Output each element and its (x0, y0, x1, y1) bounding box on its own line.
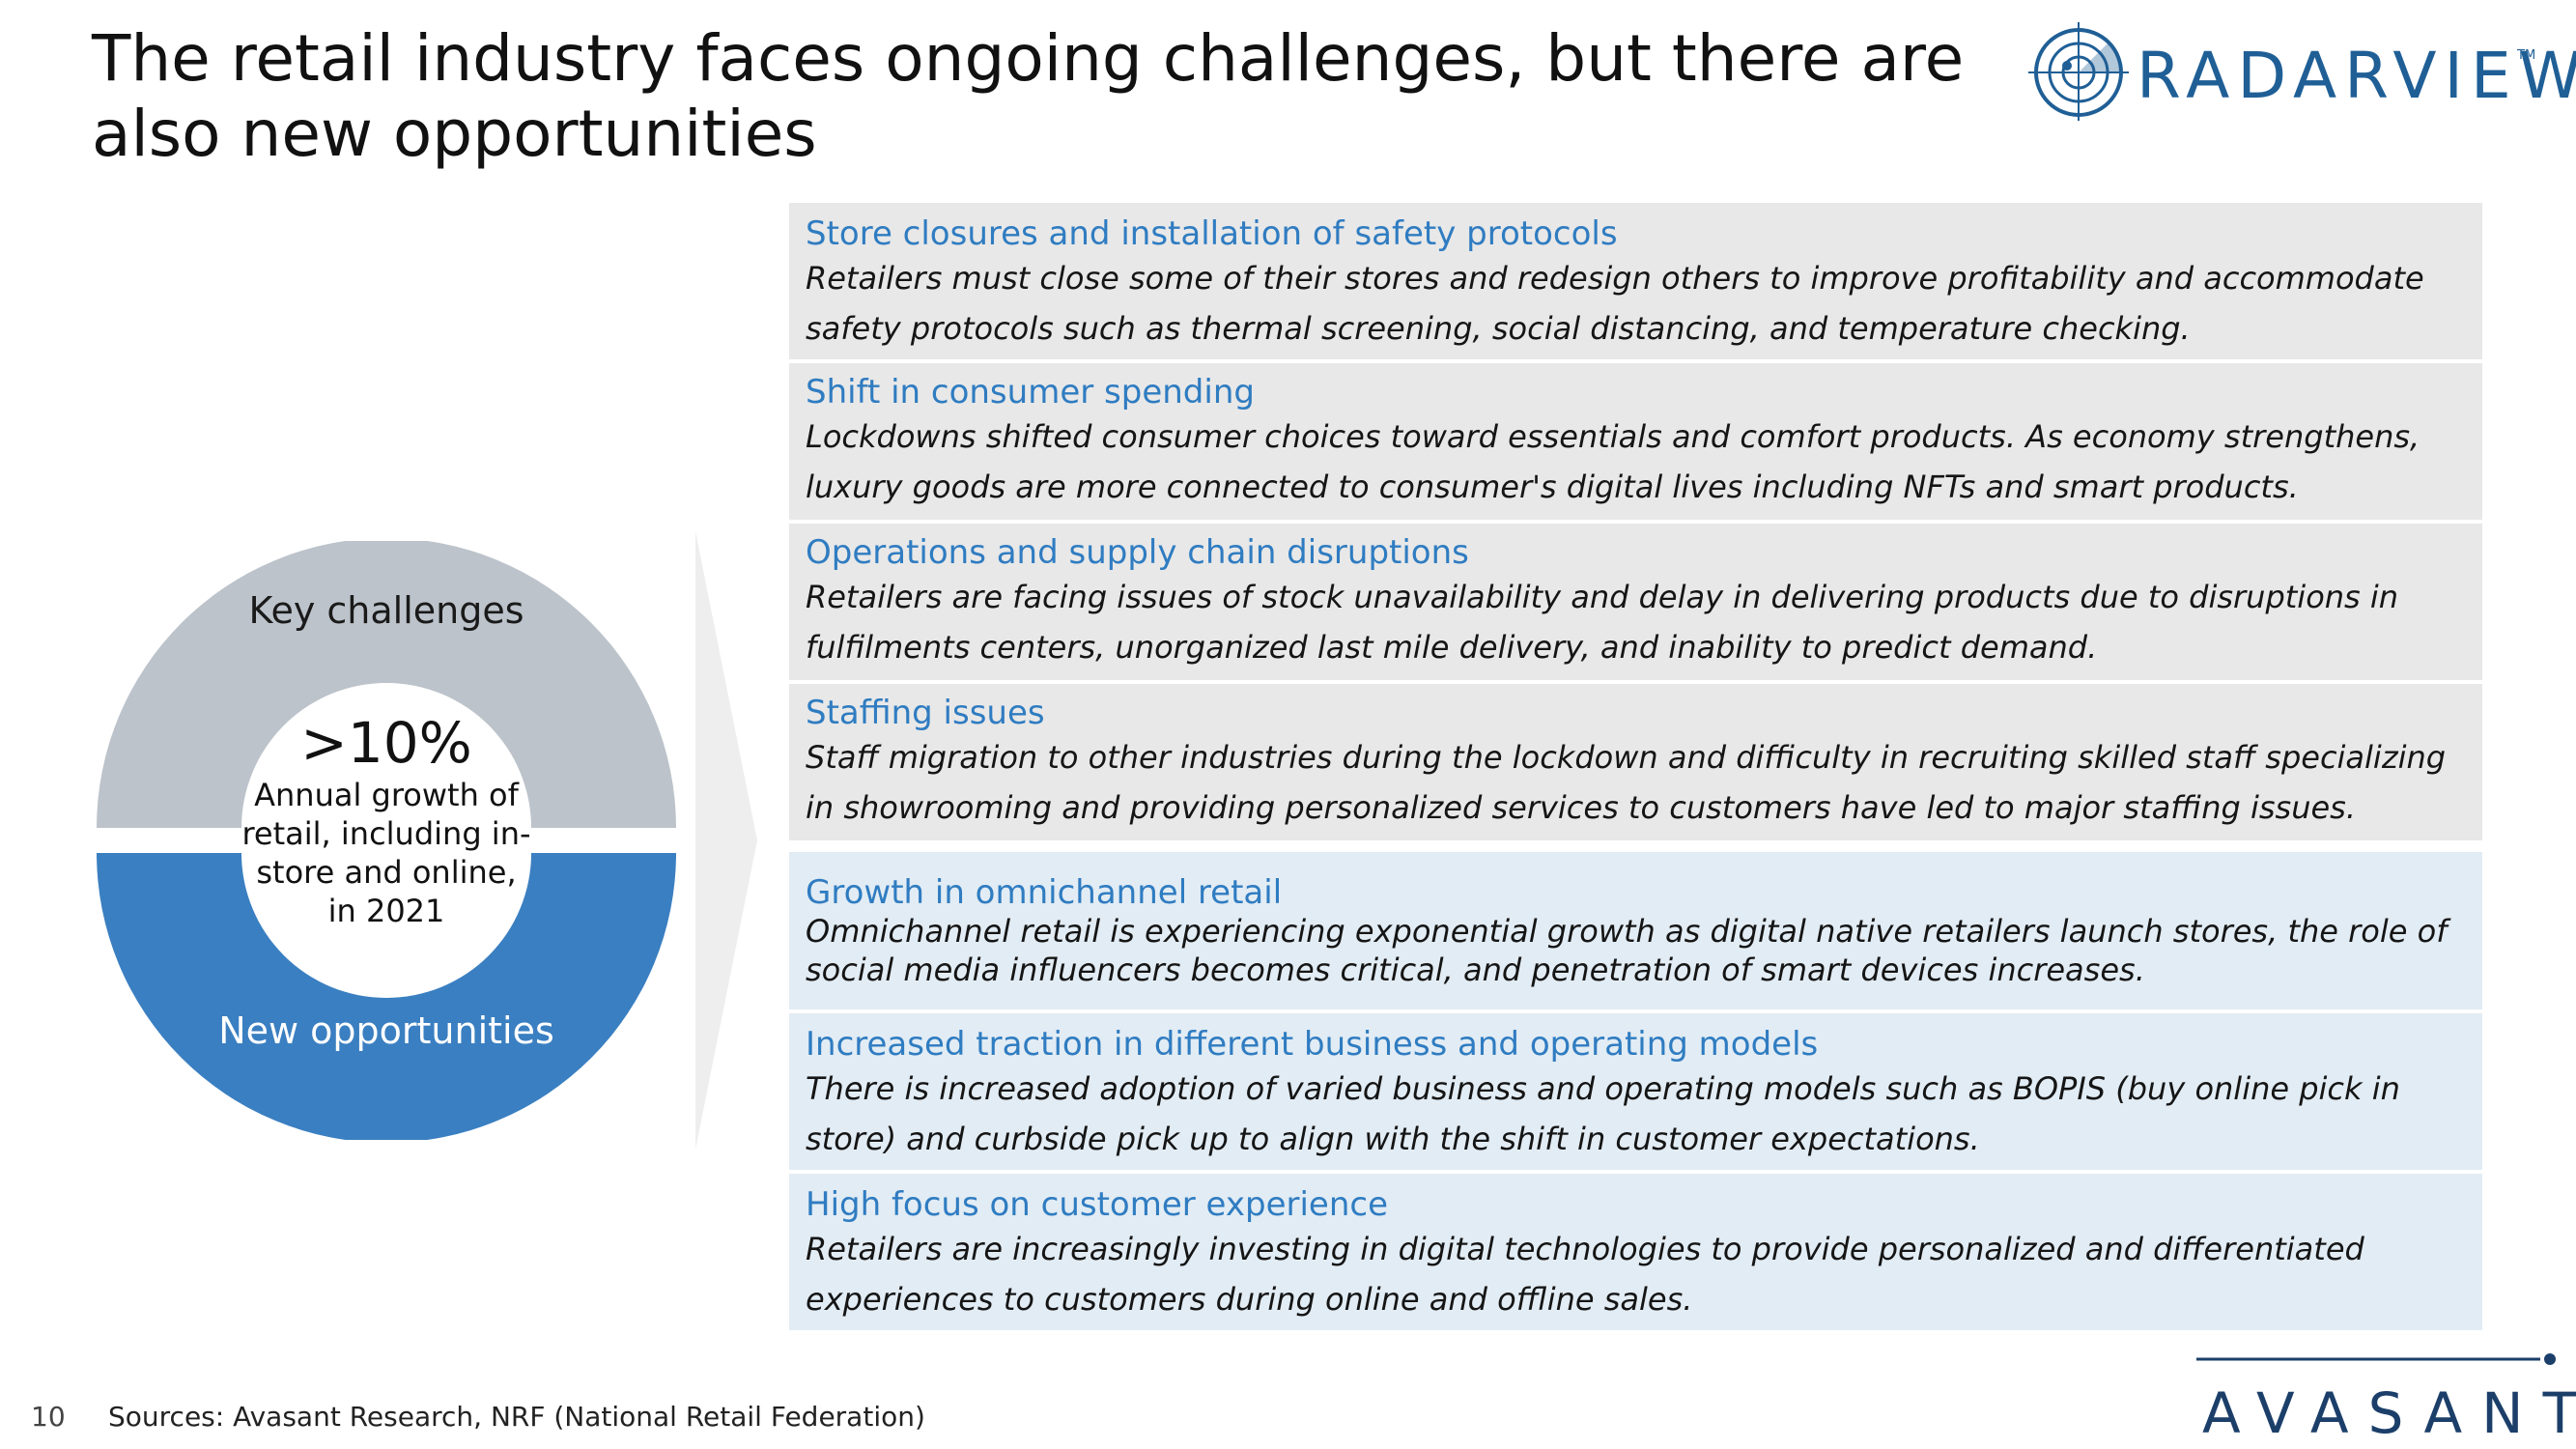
growth-stat: >10% (300, 710, 472, 776)
opportunity-heading: High focus on customer experience (806, 1185, 1389, 1224)
opportunity-description: Omnichannel retail is experiencing expon… (806, 913, 2448, 988)
challenge-row: Operations and supply chain disruptions … (789, 524, 2482, 680)
challenge-row: Staffing issues Staff migration to other… (789, 684, 2482, 840)
donut-top-label: Key challenges (248, 589, 524, 632)
challenge-description: Staff migration to other industries duri… (806, 739, 2447, 826)
opportunity-heading: Growth in omnichannel retail (806, 873, 1283, 912)
opportunity-heading: Increased traction in different business… (806, 1025, 1819, 1064)
slide-title: The retail industry faces ongoing challe… (92, 21, 1965, 171)
donut-graphic: Key challenges >10% Annual growth of ret… (92, 541, 681, 1140)
opportunity-row: Growth in omnichannel retail Omnichannel… (789, 852, 2482, 1009)
challenge-heading: Shift in consumer spending (806, 373, 1255, 412)
avasant-rule (2196, 1353, 2556, 1365)
challenge-row: Shift in consumer spending Lockdowns shi… (789, 363, 2482, 520)
donut-top-half (97, 541, 676, 828)
page-number: 10 (31, 1401, 66, 1433)
radarview-logo: RADARVIEW TM (2028, 19, 2576, 130)
radar-icon (2028, 22, 2129, 121)
donut-bottom-label: New opportunities (218, 1009, 554, 1052)
opportunity-description: There is increased adoption of varied bu… (806, 1070, 2400, 1157)
sources-note: Sources: Avasant Research, NRF (National… (108, 1401, 925, 1433)
challenge-description: Retailers must close some of their store… (806, 260, 2424, 347)
challenge-heading: Operations and supply chain disruptions (806, 533, 1469, 572)
donut-bottom-half (97, 853, 676, 1140)
radarview-wordmark: RADARVIEW (2137, 39, 2576, 113)
opportunity-row: High focus on customer experience Retail… (789, 1174, 2482, 1330)
opportunity-description: Retailers are increasingly investing in … (806, 1231, 2364, 1318)
avasant-logo: AVASANT (2193, 1348, 2576, 1446)
challenge-description: Retailers are facing issues of stock una… (806, 579, 2399, 666)
challenge-row: Store closures and installation of safet… (789, 203, 2482, 359)
opportunity-row: Increased traction in different business… (789, 1013, 2482, 1170)
chevron-arrow-icon (695, 531, 757, 1150)
challenge-heading: Store closures and installation of safet… (806, 214, 1618, 253)
challenge-description: Lockdowns shifted consumer choices towar… (806, 418, 2420, 505)
avasant-wordmark: AVASANT (2202, 1380, 2576, 1446)
growth-stat-description: Annual growth of retail, including in-st… (241, 777, 531, 929)
challenge-heading: Staffing issues (806, 694, 1045, 732)
radarview-trademark: TM (2517, 48, 2536, 63)
